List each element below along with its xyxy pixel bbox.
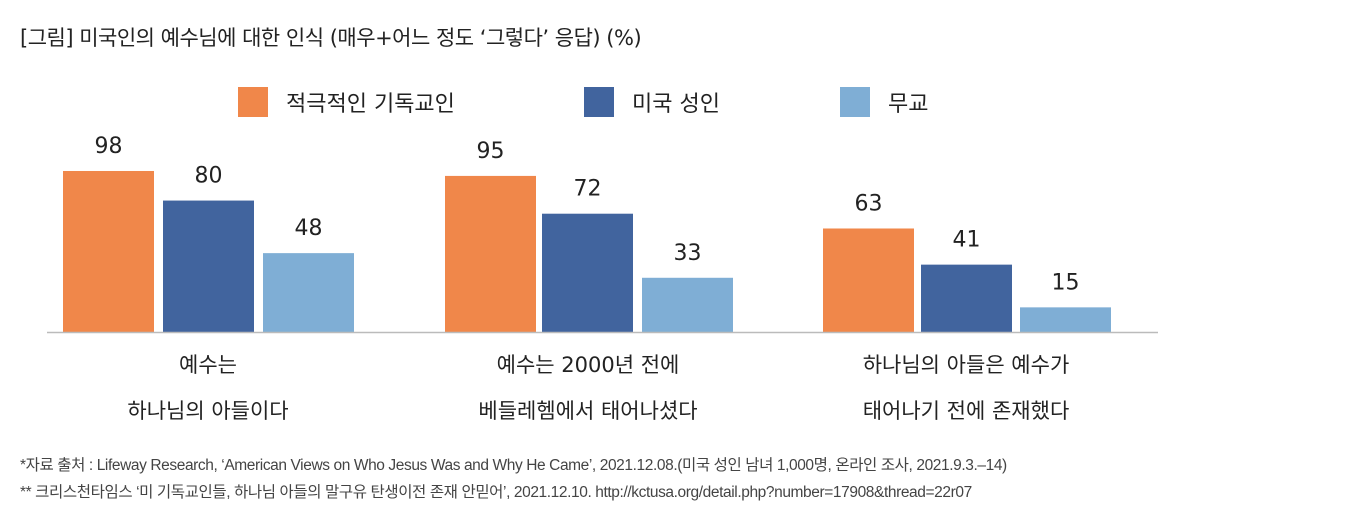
category-label: 예수는 2000년 전에 베들레헴에서 태어나셨다 (408, 342, 768, 434)
bar (263, 253, 354, 332)
category-line: 예수는 2000년 전에 (496, 353, 680, 377)
footnotes: *자료 출처 : Lifeway Research, ‘American Vie… (20, 452, 1007, 506)
category-line: 하나님의 아들이다 (127, 399, 289, 423)
category-line: 하나님의 아들은 예수가 (862, 353, 1070, 377)
category-line: 예수는 (179, 353, 237, 377)
legend-swatch (584, 87, 614, 117)
data-label: 80 (195, 164, 223, 189)
legend-label: 적극적인 기독교인 (286, 92, 455, 117)
legend-swatch (238, 87, 268, 117)
bar (163, 200, 254, 332)
category-label: 하나님의 아들은 예수가 태어나기 전에 존재했다 (786, 342, 1146, 434)
data-label: 48 (295, 216, 323, 241)
data-label: 98 (95, 134, 123, 159)
bar (445, 175, 536, 332)
data-label: 33 (674, 241, 702, 266)
bar (63, 170, 154, 332)
legend-label: 무교 (888, 92, 929, 117)
data-label: 72 (574, 177, 602, 202)
category-line: 태어나기 전에 존재했다 (862, 399, 1070, 423)
data-label: 95 (477, 139, 505, 164)
source-note: ** 크리스천타임스 ‘미 기독교인들, 하나님 아들의 말구유 탄생이전 존재… (20, 484, 972, 501)
bar (921, 264, 1012, 332)
data-label: 63 (855, 191, 883, 216)
bar (1020, 307, 1111, 332)
data-label: 15 (1052, 270, 1080, 295)
legend-item-active-christian: 적극적인 기독교인 (238, 86, 455, 118)
legend-item-us-adults: 미국 성인 (584, 86, 720, 118)
data-label: 41 (953, 228, 981, 253)
chart-title: [그림] 미국인의 예수님에 대한 인식 (매우+어느 정도 ‘그렇다’ 응답)… (20, 26, 642, 50)
bar (823, 228, 914, 332)
category-line: 베들레헴에서 태어나셨다 (478, 399, 698, 423)
category-label: 예수는 하나님의 아들이다 (28, 342, 388, 434)
legend-swatch (840, 87, 870, 117)
legend-label: 미국 성인 (632, 92, 720, 117)
bar (542, 213, 633, 332)
legend-item-nonreligious: 무교 (840, 86, 928, 118)
bar (642, 277, 733, 332)
source-note: *자료 출처 : Lifeway Research, ‘American Vie… (20, 457, 1007, 474)
